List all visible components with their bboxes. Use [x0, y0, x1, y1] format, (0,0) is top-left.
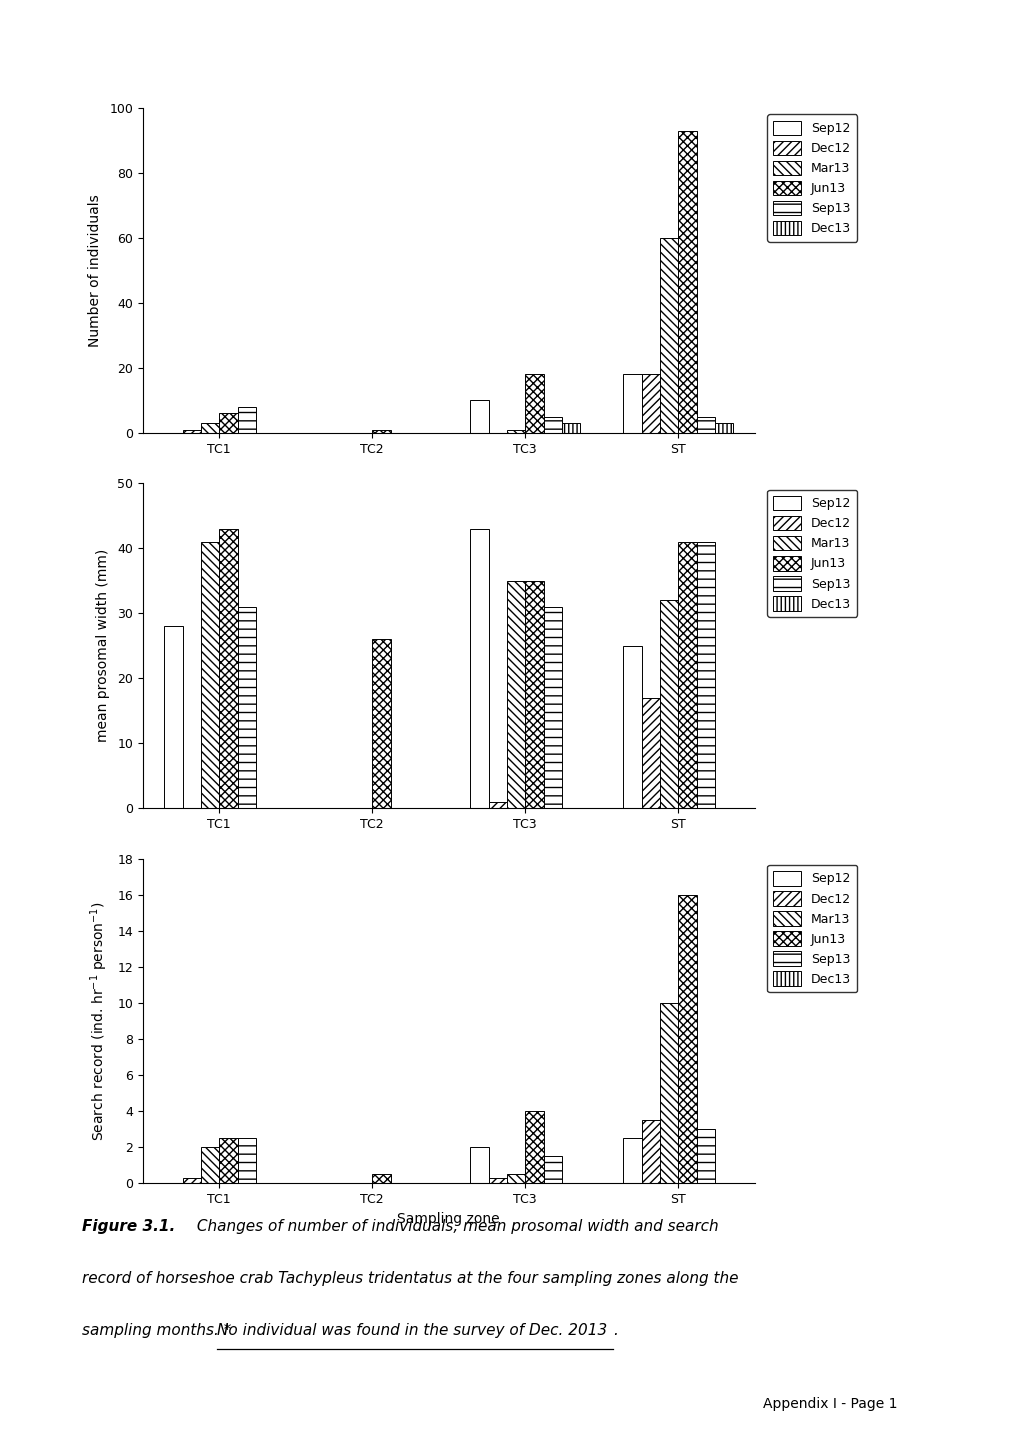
Bar: [506, 1175, 525, 1183]
Bar: [678, 131, 696, 433]
Text: Changes of number of individuals, mean prosomal width and search: Changes of number of individuals, mean p…: [192, 1219, 717, 1234]
Bar: [182, 1177, 201, 1183]
Bar: [561, 423, 580, 433]
Bar: [696, 541, 714, 808]
Bar: [696, 1128, 714, 1183]
Bar: [219, 1139, 237, 1183]
Text: No individual was found in the survey of Dec. 2013: No individual was found in the survey of…: [217, 1323, 607, 1338]
Bar: [623, 374, 641, 433]
Bar: [525, 374, 543, 433]
Y-axis label: mean prosomal width (mm): mean prosomal width (mm): [96, 550, 110, 742]
Bar: [543, 1156, 561, 1183]
Bar: [219, 530, 237, 808]
Bar: [696, 417, 714, 433]
Text: sampling months. *: sampling months. *: [82, 1323, 235, 1338]
Bar: [470, 400, 488, 433]
Bar: [623, 1139, 641, 1183]
Bar: [237, 407, 256, 433]
Bar: [219, 413, 237, 433]
Bar: [659, 600, 678, 808]
Bar: [641, 374, 659, 433]
Bar: [372, 639, 390, 808]
Bar: [182, 430, 201, 433]
Bar: [506, 580, 525, 808]
Bar: [659, 1003, 678, 1183]
Bar: [659, 238, 678, 433]
Bar: [506, 430, 525, 433]
Bar: [641, 1120, 659, 1183]
Bar: [470, 530, 488, 808]
Bar: [470, 1147, 488, 1183]
Bar: [714, 423, 733, 433]
Bar: [488, 1177, 506, 1183]
Y-axis label: Number of individuals: Number of individuals: [89, 195, 102, 346]
Bar: [372, 430, 390, 433]
Bar: [237, 1139, 256, 1183]
Bar: [201, 423, 219, 433]
Text: Figure 3.1.: Figure 3.1.: [82, 1219, 174, 1234]
Bar: [678, 895, 696, 1183]
Bar: [201, 541, 219, 808]
Bar: [543, 417, 561, 433]
Bar: [164, 626, 182, 808]
Bar: [543, 606, 561, 808]
Bar: [678, 541, 696, 808]
Text: Appendix I - Page 1: Appendix I - Page 1: [762, 1397, 897, 1411]
Bar: [623, 646, 641, 808]
Bar: [237, 606, 256, 808]
Text: record of horseshoe crab Tachypleus tridentatus at the four sampling zones along: record of horseshoe crab Tachypleus trid…: [82, 1271, 738, 1286]
Bar: [525, 1111, 543, 1183]
Legend: Sep12, Dec12, Mar13, Jun13, Sep13, Dec13: Sep12, Dec12, Mar13, Jun13, Sep13, Dec13: [766, 114, 856, 242]
Legend: Sep12, Dec12, Mar13, Jun13, Sep13, Dec13: Sep12, Dec12, Mar13, Jun13, Sep13, Dec13: [766, 864, 856, 993]
Bar: [488, 801, 506, 808]
Bar: [372, 1175, 390, 1183]
Legend: Sep12, Dec12, Mar13, Jun13, Sep13, Dec13: Sep12, Dec12, Mar13, Jun13, Sep13, Dec13: [766, 489, 856, 618]
X-axis label: Sampling zone: Sampling zone: [397, 1212, 499, 1225]
Bar: [201, 1147, 219, 1183]
Bar: [525, 580, 543, 808]
Bar: [641, 697, 659, 808]
Y-axis label: Search record (ind. hr$^{-1}$ person$^{-1}$): Search record (ind. hr$^{-1}$ person$^{-…: [89, 900, 110, 1141]
Text: .: .: [612, 1323, 618, 1338]
